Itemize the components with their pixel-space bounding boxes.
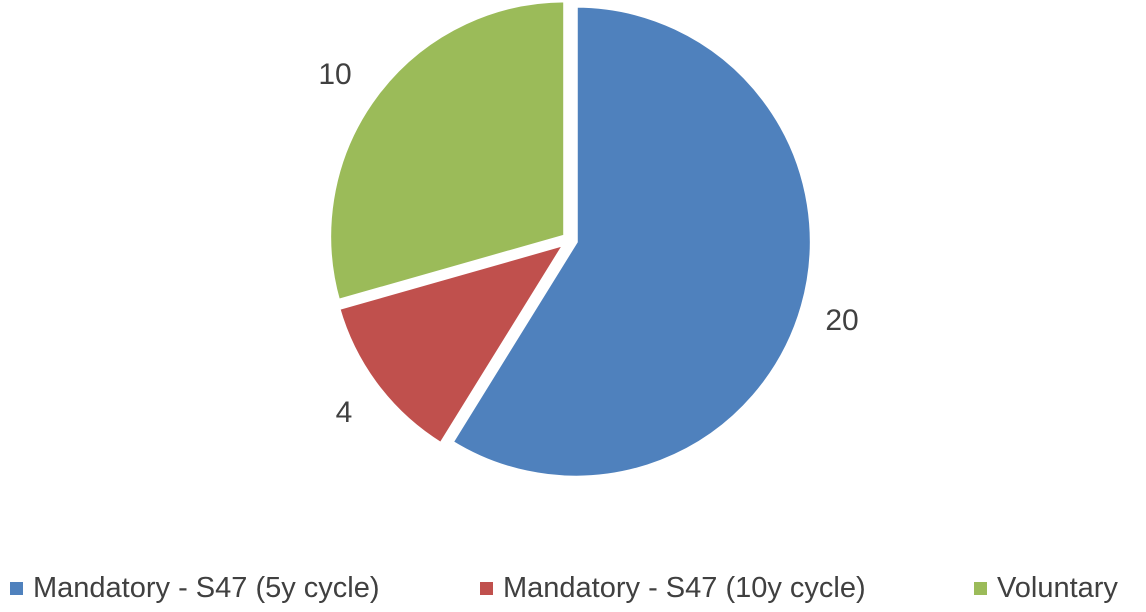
chart-legend: Mandatory - S47 (5y cycle) Mandatory - S… bbox=[0, 568, 1146, 608]
pie-chart-plot: 20 4 10 bbox=[318, 0, 859, 480]
legend-label-voluntary: Voluntary bbox=[997, 571, 1118, 604]
data-label-mandatory-5y: 20 bbox=[825, 304, 858, 337]
pie-slice-mandatory-10y bbox=[335, 240, 570, 448]
legend-label-mandatory-5y: Mandatory - S47 (5y cycle) bbox=[33, 571, 380, 604]
legend-swatch-mandatory-5y bbox=[10, 581, 23, 595]
legend-item-voluntary: Voluntary bbox=[974, 568, 1118, 608]
data-label-voluntary: 10 bbox=[318, 58, 351, 91]
pie-slice-voluntary bbox=[327, 0, 568, 304]
legend-label-mandatory-10y: Mandatory - S47 (10y cycle) bbox=[503, 571, 866, 604]
pie-slice-mandatory-5y bbox=[448, 3, 814, 480]
legend-swatch-mandatory-10y bbox=[480, 581, 493, 595]
legend-item-mandatory-10y: Mandatory - S47 (10y cycle) bbox=[480, 568, 866, 608]
legend-swatch-voluntary bbox=[974, 581, 987, 595]
data-label-mandatory-10y: 4 bbox=[336, 396, 353, 429]
legend-item-mandatory-5y: Mandatory - S47 (5y cycle) bbox=[10, 568, 380, 608]
